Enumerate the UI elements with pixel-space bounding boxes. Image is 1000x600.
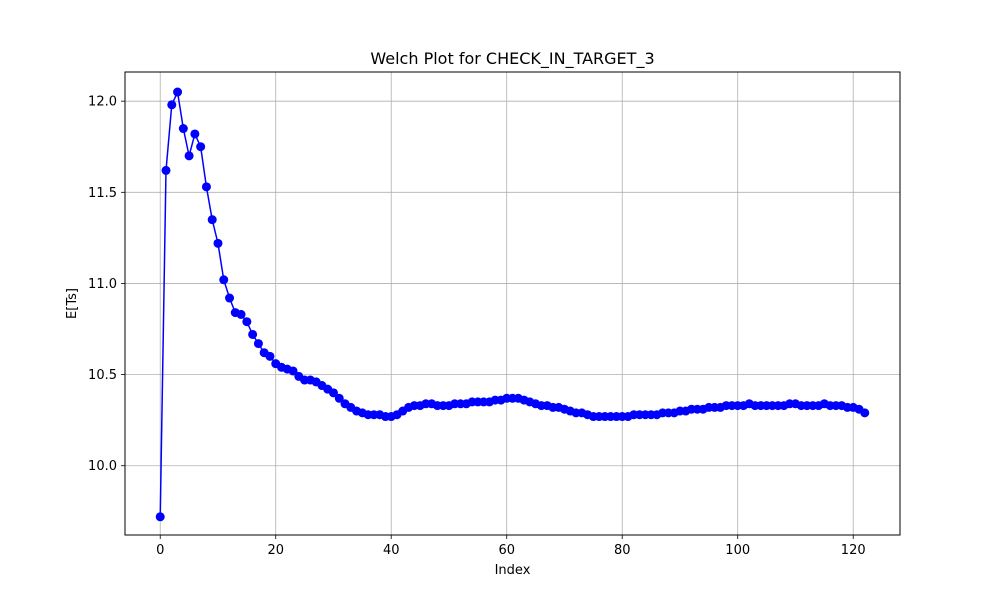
y-axis-label: E[Ts] bbox=[65, 288, 80, 319]
x-tick-label: 0 bbox=[156, 543, 164, 558]
y-tick-label: 11.0 bbox=[88, 277, 117, 292]
data-point bbox=[161, 165, 171, 175]
x-tick-label: 80 bbox=[614, 543, 631, 558]
data-point bbox=[201, 182, 211, 192]
data-point bbox=[213, 238, 223, 248]
y-tick-label: 12.0 bbox=[88, 95, 117, 110]
data-point bbox=[190, 129, 200, 139]
data-point bbox=[265, 351, 275, 361]
data-series bbox=[155, 87, 870, 522]
plot-frame bbox=[124, 71, 901, 536]
x-tick-label: 60 bbox=[498, 543, 515, 558]
data-point bbox=[328, 388, 338, 398]
data-point bbox=[207, 215, 217, 225]
data-point bbox=[225, 293, 235, 303]
data-point bbox=[184, 151, 194, 161]
x-tick-label: 100 bbox=[725, 543, 750, 558]
data-point bbox=[248, 329, 258, 339]
y-tick-label: 10.0 bbox=[88, 459, 117, 474]
x-tick-label: 120 bbox=[841, 543, 866, 558]
y-tick-label: 10.5 bbox=[88, 368, 117, 383]
x-axis-label: Index bbox=[495, 563, 531, 578]
data-point bbox=[242, 317, 252, 327]
data-point bbox=[219, 275, 229, 285]
x-tick-label: 40 bbox=[383, 543, 400, 558]
data-point bbox=[173, 87, 183, 97]
data-point bbox=[334, 393, 344, 403]
y-tick-label: 11.5 bbox=[88, 186, 117, 201]
grid-lines bbox=[125, 72, 900, 535]
data-point bbox=[167, 100, 177, 110]
data-point bbox=[288, 366, 298, 376]
x-axis-ticks: 0 20 40 60 80 100 120 bbox=[156, 535, 866, 558]
data-point bbox=[178, 124, 188, 134]
y-axis-ticks: 10.0 10.5 11.0 11.5 12.0 bbox=[88, 95, 125, 474]
data-point bbox=[155, 512, 165, 522]
data-point bbox=[860, 408, 870, 418]
data-point bbox=[196, 142, 206, 152]
data-point bbox=[253, 339, 263, 349]
x-tick-label: 20 bbox=[267, 543, 284, 558]
chart-title: Welch Plot for CHECK_IN_TARGET_3 bbox=[370, 49, 654, 69]
data-point bbox=[236, 309, 246, 319]
